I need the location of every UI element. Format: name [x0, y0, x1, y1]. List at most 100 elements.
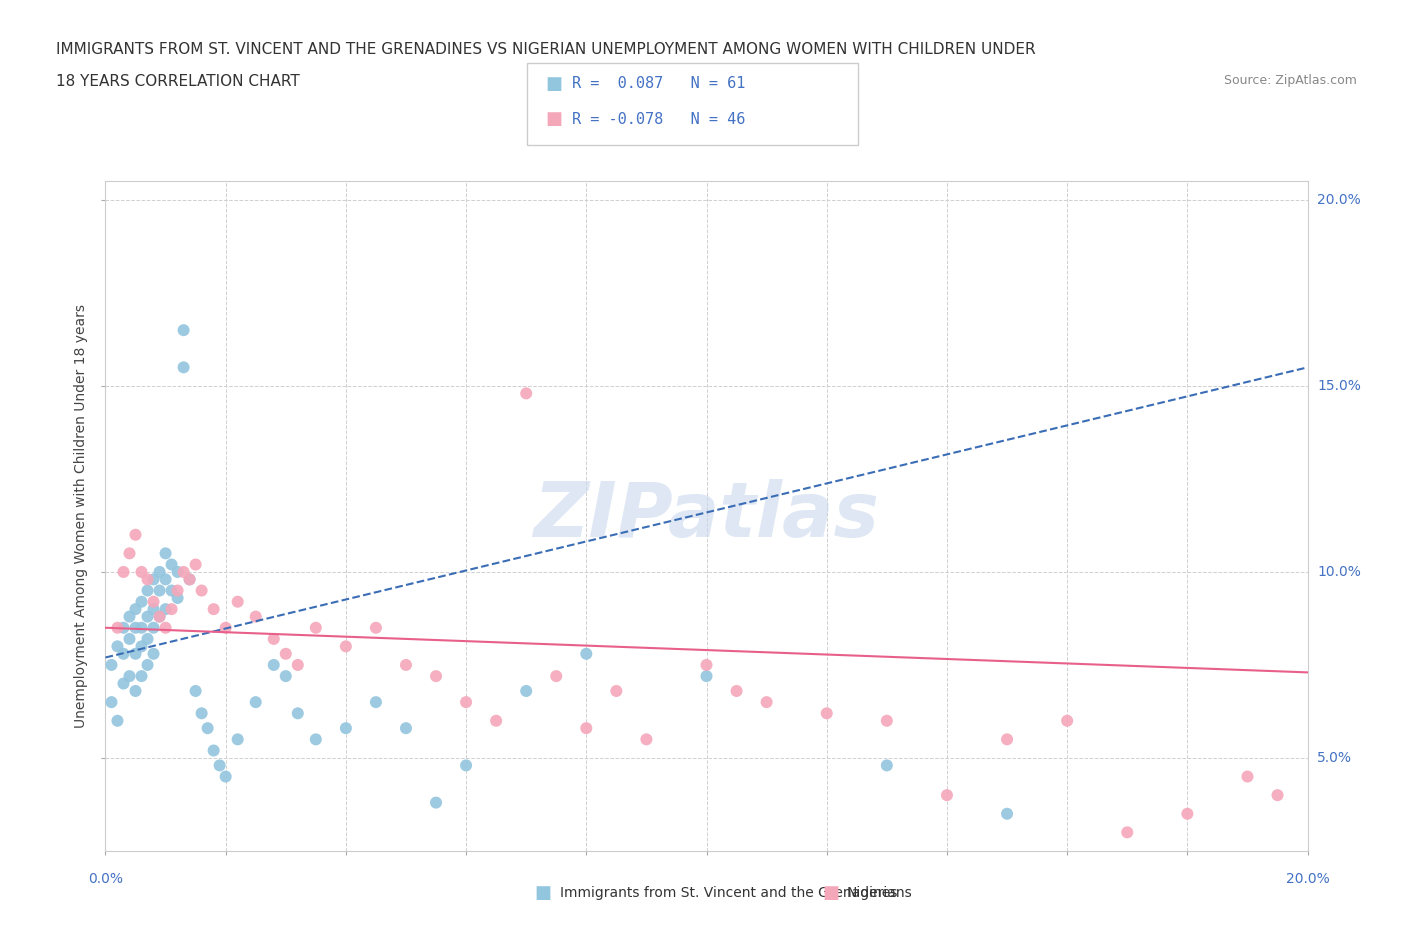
- Point: [1056, 713, 1078, 728]
- Point: [515, 684, 537, 698]
- Point: [124, 602, 146, 617]
- Point: [226, 594, 249, 609]
- Point: [1236, 769, 1258, 784]
- Point: [166, 591, 188, 605]
- Point: [815, 706, 838, 721]
- Text: ZIPatlas: ZIPatlas: [533, 479, 880, 553]
- Point: [118, 609, 141, 624]
- Point: [148, 609, 170, 624]
- Point: [131, 620, 153, 635]
- Point: [305, 732, 328, 747]
- Point: [166, 565, 188, 579]
- Point: [142, 594, 165, 609]
- Point: [995, 806, 1018, 821]
- Point: [155, 572, 177, 587]
- Point: [173, 323, 195, 338]
- Point: [208, 758, 231, 773]
- Text: Source: ZipAtlas.com: Source: ZipAtlas.com: [1223, 74, 1357, 87]
- Point: [184, 557, 207, 572]
- Point: [155, 546, 177, 561]
- Point: [202, 602, 225, 617]
- Point: [725, 684, 748, 698]
- Point: [131, 639, 153, 654]
- Point: [124, 527, 146, 542]
- Text: ■: ■: [546, 110, 562, 128]
- Point: [184, 684, 207, 698]
- Point: [335, 639, 357, 654]
- Point: [425, 795, 447, 810]
- Point: [190, 583, 212, 598]
- Point: [173, 565, 195, 579]
- Point: [575, 721, 598, 736]
- Point: [245, 609, 267, 624]
- Point: [118, 546, 141, 561]
- Point: [142, 602, 165, 617]
- Point: [364, 695, 387, 710]
- Point: [995, 732, 1018, 747]
- Point: [142, 620, 165, 635]
- Text: 18 YEARS CORRELATION CHART: 18 YEARS CORRELATION CHART: [56, 74, 299, 89]
- Text: 20.0%: 20.0%: [1285, 871, 1330, 885]
- Y-axis label: Unemployment Among Women with Children Under 18 years: Unemployment Among Women with Children U…: [75, 304, 89, 728]
- Point: [124, 646, 146, 661]
- Point: [107, 639, 129, 654]
- Point: [425, 669, 447, 684]
- Point: [124, 620, 146, 635]
- Point: [546, 669, 568, 684]
- Point: [575, 646, 598, 661]
- Point: [395, 658, 418, 672]
- Point: [197, 721, 219, 736]
- Point: [118, 669, 141, 684]
- Point: [148, 583, 170, 598]
- Point: [263, 658, 285, 672]
- Text: ■: ■: [546, 74, 562, 93]
- Point: [160, 602, 183, 617]
- Point: [454, 758, 477, 773]
- Text: R =  0.087   N = 61: R = 0.087 N = 61: [572, 76, 745, 91]
- Text: Nigerians: Nigerians: [846, 885, 912, 900]
- Point: [876, 758, 898, 773]
- Point: [364, 620, 387, 635]
- Point: [136, 572, 159, 587]
- Point: [1267, 788, 1289, 803]
- Point: [190, 706, 212, 721]
- Point: [173, 360, 195, 375]
- Point: [131, 594, 153, 609]
- Point: [166, 583, 188, 598]
- Point: [136, 658, 159, 672]
- Point: [274, 646, 297, 661]
- Text: 5.0%: 5.0%: [1317, 751, 1353, 765]
- Text: ■: ■: [534, 884, 551, 902]
- Point: [142, 572, 165, 587]
- Point: [214, 769, 236, 784]
- Point: [100, 695, 122, 710]
- Point: [131, 565, 153, 579]
- Point: [112, 620, 135, 635]
- Point: [226, 732, 249, 747]
- Text: IMMIGRANTS FROM ST. VINCENT AND THE GRENADINES VS NIGERIAN UNEMPLOYMENT AMONG WO: IMMIGRANTS FROM ST. VINCENT AND THE GREN…: [56, 42, 1036, 57]
- Point: [605, 684, 627, 698]
- Point: [454, 695, 477, 710]
- Point: [118, 631, 141, 646]
- Point: [1116, 825, 1139, 840]
- Point: [287, 658, 309, 672]
- Point: [155, 620, 177, 635]
- Text: 15.0%: 15.0%: [1317, 379, 1361, 393]
- Point: [696, 669, 718, 684]
- Point: [131, 669, 153, 684]
- Point: [202, 743, 225, 758]
- Point: [245, 695, 267, 710]
- Point: [100, 658, 122, 672]
- Point: [936, 788, 959, 803]
- Point: [755, 695, 778, 710]
- Point: [636, 732, 658, 747]
- Text: 10.0%: 10.0%: [1317, 565, 1361, 579]
- Point: [136, 631, 159, 646]
- Point: [148, 609, 170, 624]
- Point: [112, 676, 135, 691]
- Point: [876, 713, 898, 728]
- Point: [160, 583, 183, 598]
- Text: R = -0.078   N = 46: R = -0.078 N = 46: [572, 112, 745, 126]
- Point: [148, 565, 170, 579]
- Point: [124, 684, 146, 698]
